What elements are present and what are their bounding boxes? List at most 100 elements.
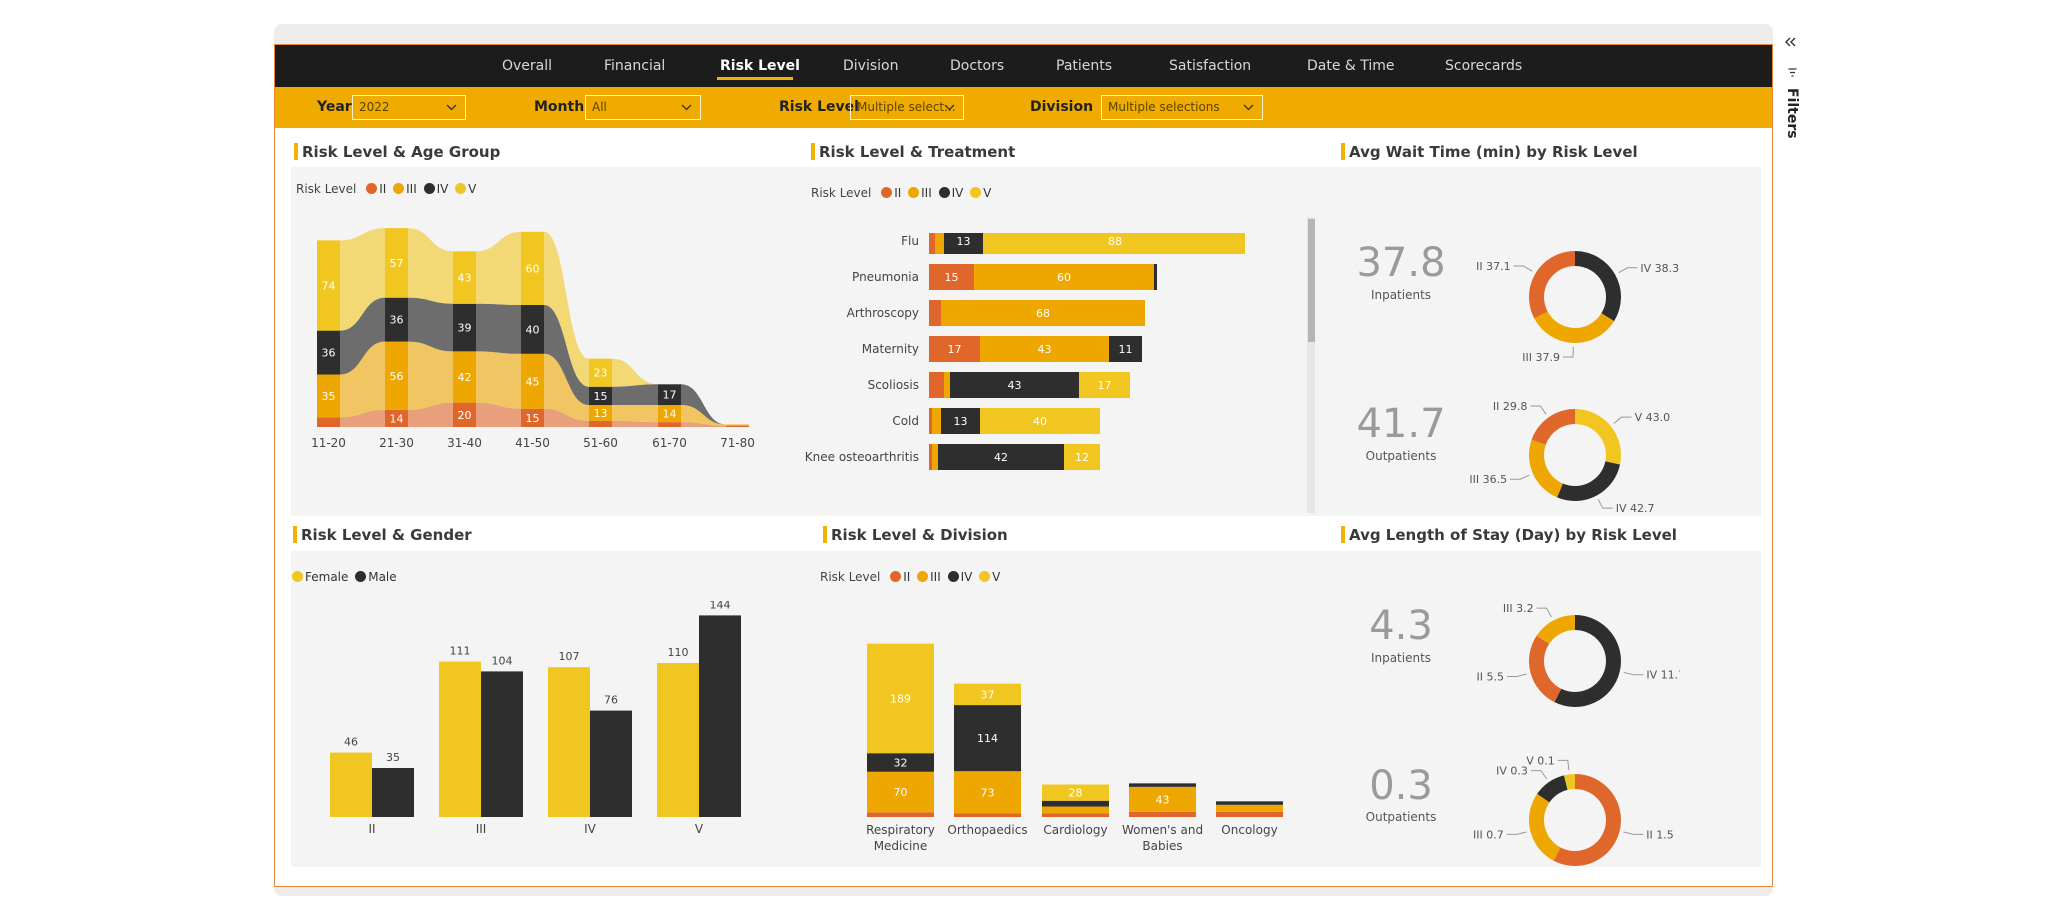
nav-tab-division[interactable]: Division bbox=[843, 58, 899, 74]
stay-card-title: Avg Length of Stay (Day) by Risk Level bbox=[1341, 525, 1677, 545]
gender-bar-female bbox=[330, 752, 372, 817]
donut-slice-ii bbox=[1553, 774, 1621, 866]
age-bar-segment bbox=[385, 297, 408, 342]
gender-tick-label: III bbox=[476, 822, 487, 836]
legend-label-iii: III bbox=[406, 182, 417, 196]
nav-tab-patients[interactable]: Patients bbox=[1056, 58, 1113, 74]
gender-bar-male bbox=[481, 671, 523, 817]
age-data-label: 60 bbox=[526, 262, 540, 275]
year-dropdown[interactable]: 2022 bbox=[352, 95, 466, 120]
month-dropdown[interactable]: All bbox=[585, 95, 701, 120]
month-dropdown-value: All bbox=[592, 100, 607, 114]
stay-inpatients-donut: IV 11.7 II 5.5 III 3.2 bbox=[1477, 602, 1680, 707]
ribbon-ii bbox=[681, 422, 726, 427]
donut-data-label: III 3.2 bbox=[1503, 602, 1534, 615]
wait-outpatients-kpi-label: Outpatients bbox=[1365, 449, 1437, 463]
age-bar-segment bbox=[658, 422, 681, 427]
donut-data-label: V 0.1 bbox=[1526, 754, 1555, 767]
division-tick-label: Women's and bbox=[1122, 823, 1203, 837]
age-tick-label: 21-30 bbox=[379, 436, 414, 450]
ribbon-iv bbox=[612, 384, 658, 406]
ribbon-iv bbox=[476, 303, 521, 354]
treatment-bar-segment bbox=[938, 444, 1064, 470]
age-bar-segment bbox=[589, 386, 612, 406]
age-card-title: Risk Level & Age Group bbox=[294, 142, 500, 162]
ribbon-iii bbox=[612, 405, 658, 423]
treatment-category-label: Arthroscopy bbox=[847, 306, 919, 320]
age-bar-segment bbox=[589, 358, 612, 387]
age-tick-label: 11-20 bbox=[311, 436, 346, 450]
division-bar-segment bbox=[1129, 811, 1196, 817]
stay-inpatients-kpi-label: Inpatients bbox=[1370, 651, 1432, 665]
nav-tab-scorecards[interactable]: Scorecards bbox=[1445, 58, 1523, 74]
age-bar-segment bbox=[317, 330, 340, 375]
age-tick-label: 61-70 bbox=[652, 436, 687, 450]
division-stacked-bar-chart: 70 32 189 Respiratory Medicine 73 114 37 Orthopa… bbox=[866, 643, 1283, 853]
stay-outpatients-donut: II 1.5 III 0.7 IV 0.3V 0.1 bbox=[1473, 754, 1674, 866]
age-data-label: 74 bbox=[322, 279, 336, 292]
age-data-label: 36 bbox=[390, 314, 404, 327]
gender-data-label: 35 bbox=[386, 751, 400, 764]
age-data-label: 36 bbox=[322, 347, 336, 360]
risk-level-dropdown[interactable]: Multiple select... bbox=[850, 95, 964, 120]
donut-leader-line bbox=[1557, 759, 1570, 771]
gender-tick-label: II bbox=[368, 822, 375, 836]
division-data-label: 70 bbox=[894, 786, 908, 799]
age-bar-segment bbox=[317, 374, 340, 418]
donut-leader-line bbox=[1513, 265, 1533, 272]
gender-card-title: Risk Level & Gender bbox=[293, 525, 472, 545]
division-dropdown[interactable]: Multiple selections bbox=[1101, 95, 1263, 120]
treatment-category-label: Scoliosis bbox=[868, 378, 919, 392]
nav-tab-overall[interactable]: Overall bbox=[502, 58, 553, 74]
filters-pane-label[interactable]: Filters bbox=[1784, 88, 1800, 139]
legend-dot-female bbox=[292, 571, 303, 582]
donut-slice-ii bbox=[1529, 251, 1575, 319]
nav-tab-financial[interactable]: Financial bbox=[604, 58, 666, 74]
donut-slice-v bbox=[1563, 774, 1575, 790]
age-tick-label: 71-80 bbox=[720, 436, 755, 450]
legend-label-iv: IV bbox=[960, 570, 973, 584]
treatment-bar-segment bbox=[944, 233, 983, 254]
division-tick-label: Respiratory bbox=[866, 823, 935, 837]
gender-tick-label: IV bbox=[584, 822, 597, 836]
nav-tab-satisfaction[interactable]: Satisfaction bbox=[1169, 58, 1252, 74]
division-bar-segment bbox=[1216, 811, 1283, 817]
nav-tab-risk-level[interactable]: Risk Level bbox=[717, 45, 800, 87]
age-bar-segment bbox=[385, 228, 408, 298]
division-data-label: 43 bbox=[1156, 793, 1170, 806]
age-data-label: 23 bbox=[594, 367, 608, 380]
risk-level-dropdown-value: Multiple select... bbox=[857, 100, 956, 114]
wait-inpatients-kpi: 37.8 bbox=[1356, 240, 1446, 286]
age-data-label: 13 bbox=[594, 407, 608, 420]
risk-level-filter-label: Risk Level bbox=[779, 99, 859, 115]
ribbon-v bbox=[544, 231, 589, 387]
treatment-scrollbar-thumb[interactable] bbox=[1308, 219, 1315, 342]
filter-icon[interactable] bbox=[1788, 68, 1797, 77]
treatment-bar-segment bbox=[929, 444, 932, 470]
treatment-scrollbar-track[interactable] bbox=[1307, 217, 1315, 513]
stay-outpatients-kpi: 0.3 bbox=[1369, 763, 1433, 809]
division-filter-label: Division bbox=[1030, 99, 1094, 115]
age-bar-segment bbox=[521, 231, 544, 305]
donut-leader-line bbox=[1507, 673, 1527, 678]
chevrons-left-icon[interactable] bbox=[1785, 37, 1797, 47]
donut-slice-iv bbox=[1575, 251, 1621, 322]
gender-bar-male bbox=[590, 710, 632, 817]
gender-bar-chart: 46 35 II 111 104 III 107 76 IV 110 144 V bbox=[330, 601, 741, 836]
age-tick-label: 31-40 bbox=[447, 436, 482, 450]
ribbon-v bbox=[408, 228, 453, 304]
filters-pane: Filters bbox=[1773, 0, 2048, 907]
treatment-bar-segment bbox=[929, 408, 932, 434]
division-bar-segment bbox=[1216, 804, 1283, 812]
nav-tab-date-time[interactable]: Date & Time bbox=[1307, 58, 1395, 74]
donut-leader-line bbox=[1506, 831, 1527, 835]
donut-data-label: IV 38.3 bbox=[1640, 262, 1679, 275]
age-bar-segment bbox=[589, 420, 612, 427]
division-data-label: 114 bbox=[977, 732, 998, 745]
legend-dot-iv bbox=[423, 183, 435, 194]
age-bar-segment bbox=[726, 425, 749, 427]
donut-leader-line bbox=[1530, 405, 1547, 415]
age-data-label: 39 bbox=[458, 322, 472, 335]
chevron-down-icon bbox=[1243, 104, 1254, 111]
nav-tab-doctors[interactable]: Doctors bbox=[950, 58, 1005, 74]
